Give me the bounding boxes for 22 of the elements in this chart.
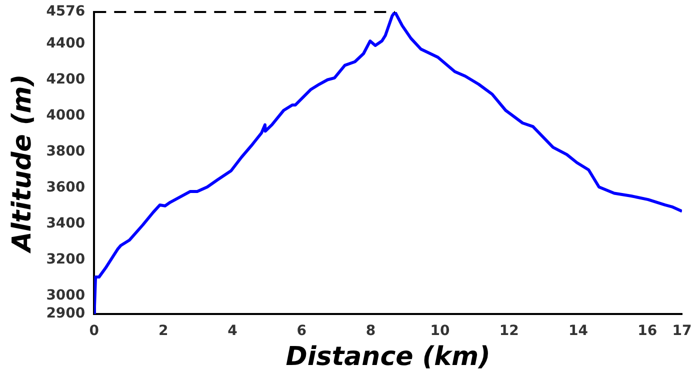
y-tick-label: 3000 — [46, 288, 86, 304]
y-tick-label: 4200 — [46, 71, 86, 88]
y-tick-label: 3600 — [46, 180, 86, 196]
x-axis-title: Distance (km) — [286, 342, 490, 372]
x-tick-label: 4 — [228, 323, 238, 340]
x-tick-label: 14 — [568, 323, 588, 340]
x-tick-label: 17 — [672, 323, 692, 340]
y-tick-label: 3400 — [46, 216, 86, 232]
x-tick-label: 8 — [366, 323, 376, 340]
y-tick-label: 4400 — [46, 35, 86, 52]
x-tick-label: 0 — [89, 323, 100, 340]
x-tick-label: 10 — [430, 323, 450, 340]
y-tick-label: 2900 — [46, 306, 86, 322]
x-tick-label: 16 — [638, 323, 658, 340]
y-axis-title: Altitude (m) — [7, 74, 38, 254]
y-tick-label: 4000 — [46, 107, 86, 124]
y-tick-label: 4576 — [46, 4, 86, 20]
x-tick-label: 6 — [296, 323, 307, 340]
y-tick-label: 3200 — [46, 252, 86, 268]
y-tick-label: 3800 — [46, 143, 86, 160]
x-tick-label: 12 — [499, 323, 519, 340]
x-tick-label: 2 — [158, 323, 168, 340]
